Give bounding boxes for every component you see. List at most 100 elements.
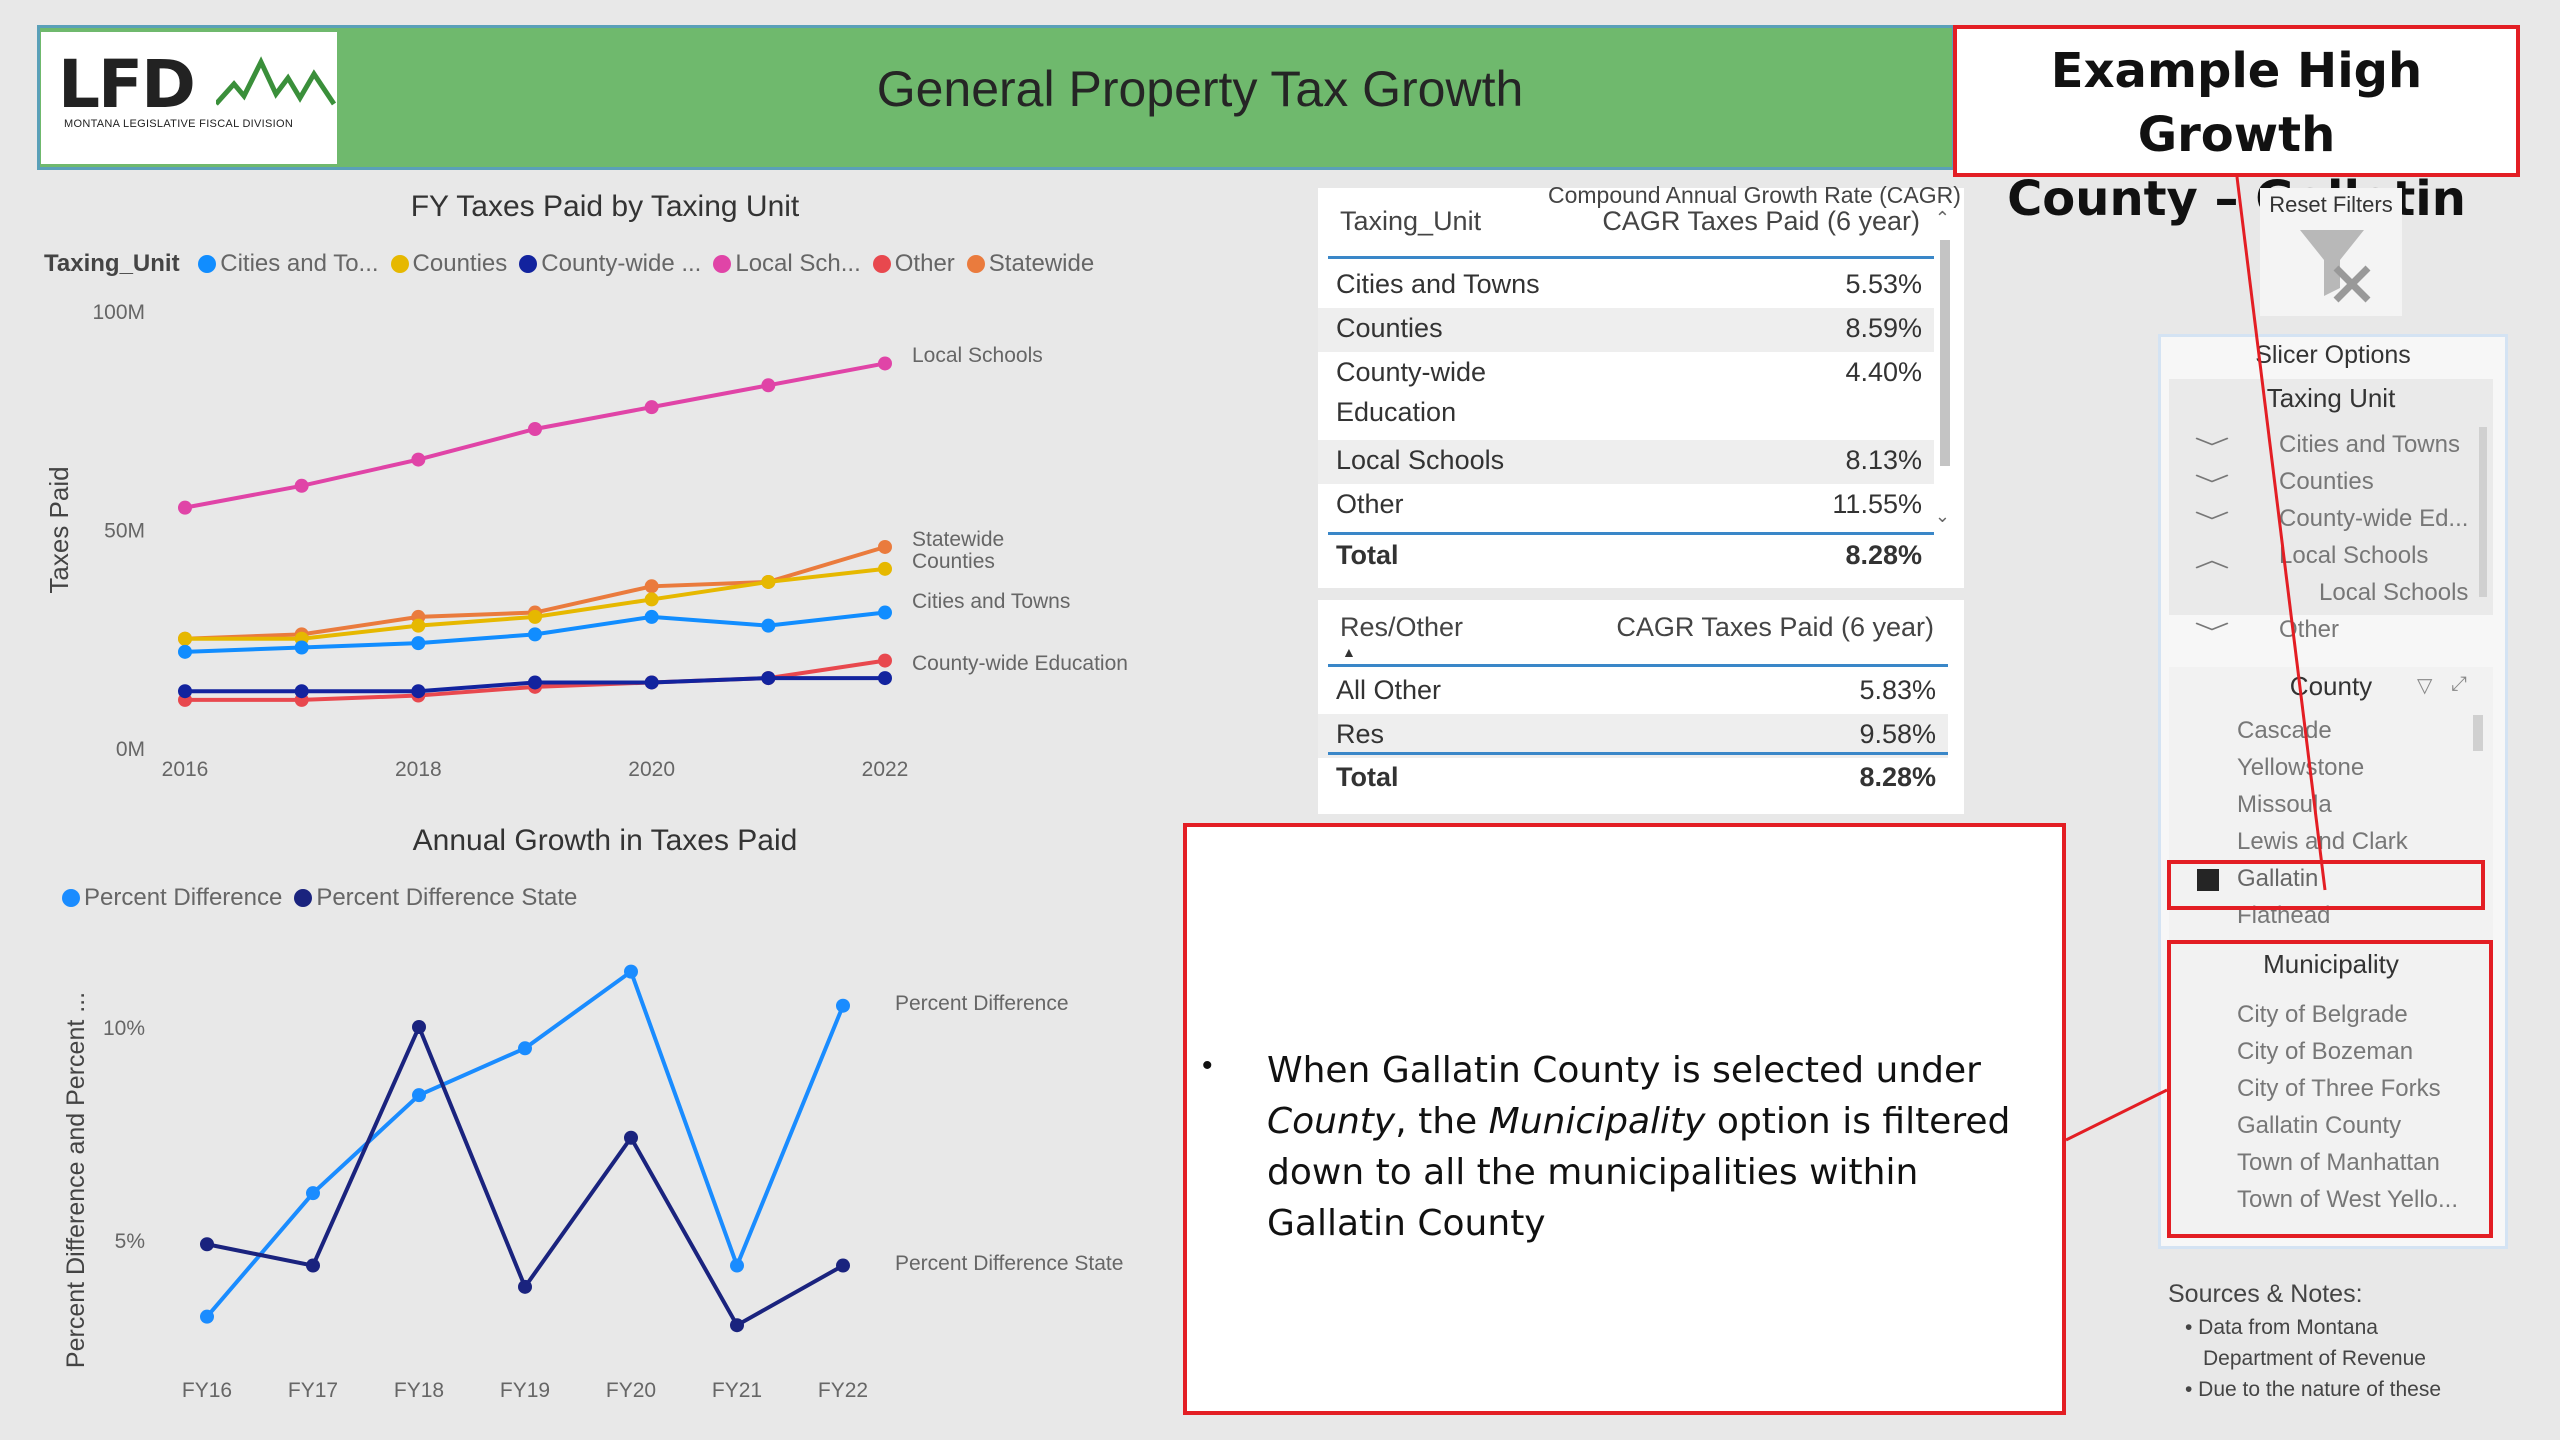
cagr-row-value: 8.59% (1845, 313, 1922, 343)
expand-icon[interactable]: ⤢ (2451, 673, 2467, 695)
chart1-data-point[interactable] (411, 618, 426, 633)
municipality-item[interactable]: Town of West Yello... (2237, 1186, 2459, 1213)
chart2-data-point[interactable] (412, 1020, 426, 1034)
cagr-row[interactable]: County-wide Education 4.40% (1318, 352, 1934, 440)
chart1-data-point[interactable] (411, 452, 426, 467)
chart1-data-point[interactable] (644, 592, 659, 607)
selected-checkbox[interactable] (2197, 869, 2219, 891)
res-row[interactable]: All Other 5.83% (1318, 670, 1948, 714)
chart2-data-point[interactable] (518, 1279, 532, 1294)
cagr-row[interactable]: Cities and Towns 5.53% (1318, 264, 1934, 308)
cagr-scrollbar[interactable] (1940, 240, 1950, 466)
taxing-unit-item[interactable]: Cities and Towns (2279, 431, 2460, 458)
cagr-row[interactable]: Local Schools 8.13% (1318, 440, 1934, 484)
legend-item[interactable]: Statewide (988, 250, 1095, 277)
chart1-data-point[interactable] (878, 671, 892, 686)
chart1-data-point[interactable] (761, 574, 776, 589)
chart1-data-point[interactable] (878, 356, 892, 371)
cagr-col1-header[interactable]: Taxing_Unit (1340, 206, 1482, 236)
res-col1-header[interactable]: Res/Other (1340, 612, 1464, 642)
cagr-row[interactable]: Counties 8.59% (1318, 308, 1934, 352)
chart1-data-point[interactable] (644, 400, 659, 415)
chart1-data-point[interactable] (528, 675, 542, 690)
scroll-up-icon[interactable]: ⌃ (1934, 208, 1950, 228)
legend-item[interactable]: Percent Difference (84, 884, 283, 911)
county-item[interactable]: Yellowstone (2237, 754, 2365, 781)
chart2-data-point[interactable] (200, 1237, 214, 1252)
filter-icon[interactable]: ▽ (2417, 675, 2433, 697)
chart1-data-point[interactable] (294, 640, 309, 655)
chart2-data-point[interactable] (624, 1130, 638, 1145)
municipality-item[interactable]: Gallatin County (2237, 1112, 2402, 1139)
chart2-data-point[interactable] (836, 998, 850, 1013)
expand-chevron-icon[interactable]: ﹀ (2194, 621, 2230, 646)
county-scrollbar[interactable] (2473, 715, 2483, 751)
chart1-data-point[interactable] (411, 684, 426, 699)
res-col2-header[interactable]: CAGR Taxes Paid (6 year) (1616, 612, 1934, 642)
cagr-header-divider (1328, 256, 1934, 259)
chart2-data-point[interactable] (200, 1309, 214, 1324)
chart1-data-point[interactable] (294, 684, 309, 699)
collapse-chevron-icon[interactable]: ︿ (2194, 547, 2230, 572)
reset-filters-button[interactable]: Reset Filters (2260, 188, 2402, 316)
chart1-data-point[interactable] (761, 618, 776, 633)
cagr-row[interactable]: Other 11.55% (1318, 484, 1934, 528)
chart1-data-point[interactable] (411, 636, 426, 651)
chart2-data-point[interactable] (518, 1041, 532, 1056)
expand-chevron-icon[interactable]: ﹀ (2194, 510, 2230, 535)
county-item[interactable]: Gallatin (2237, 865, 2319, 892)
res-total-divider (1328, 752, 1948, 755)
legend-item[interactable]: Counties (412, 250, 508, 277)
legend-item[interactable]: Cities and To... (220, 250, 379, 277)
taxing-unit-scrollbar[interactable] (2479, 427, 2487, 597)
chart1-data-point[interactable] (178, 684, 192, 699)
municipality-item[interactable]: City of Bozeman (2237, 1038, 2414, 1065)
cagr-col2-header[interactable]: CAGR Taxes Paid (6 year) (1602, 206, 1920, 236)
chart1-data-point[interactable] (178, 631, 192, 646)
chart1-data-point[interactable] (878, 605, 892, 620)
chart2-data-point[interactable] (836, 1258, 850, 1273)
chart1-data-point[interactable] (761, 378, 776, 393)
chart1-data-point[interactable] (878, 539, 892, 554)
chart1-data-point[interactable] (528, 421, 542, 436)
chart1-data-point[interactable] (528, 609, 542, 624)
chart2-data-point[interactable] (306, 1186, 320, 1201)
legend-item[interactable]: County-wide ... (541, 250, 702, 277)
chart2-data-point[interactable] (306, 1258, 320, 1273)
taxing-unit-item[interactable]: Other (2279, 616, 2340, 643)
chart2-data-point[interactable] (624, 964, 638, 979)
municipality-header: Municipality (2263, 949, 2399, 979)
expand-chevron-icon[interactable]: ﹀ (2194, 436, 2230, 461)
taxing-unit-item[interactable]: Counties (2279, 468, 2374, 495)
chart1-data-point[interactable] (761, 671, 776, 686)
legend-item[interactable]: Other (894, 250, 955, 277)
legend-item[interactable]: Percent Difference State (316, 884, 578, 911)
county-item[interactable]: Cascade (2237, 717, 2332, 744)
municipality-item[interactable]: Town of Manhattan (2237, 1149, 2440, 1176)
municipality-item[interactable]: City of Three Forks (2237, 1075, 2441, 1102)
chart2-data-point[interactable] (730, 1258, 744, 1273)
chart1-data-point[interactable] (294, 478, 309, 493)
scroll-down-icon[interactable]: ⌄ (1934, 506, 1950, 526)
chart1-data-point[interactable] (878, 561, 892, 576)
chart1-data-point[interactable] (878, 653, 892, 668)
chart2-data-point[interactable] (412, 1088, 426, 1103)
res-row[interactable]: Res 9.58% (1318, 714, 1948, 758)
taxing-unit-item[interactable]: Local Schools (2319, 579, 2469, 606)
chart1-data-point[interactable] (178, 500, 192, 515)
chart1-data-point[interactable] (644, 675, 659, 690)
cagr-row-label-2: Education (1336, 397, 1457, 427)
municipality-item[interactable]: City of Belgrade (2237, 1001, 2408, 1028)
sources-line-1: • Data from Montana (2185, 1316, 2378, 1339)
sort-asc-icon[interactable]: ▲ (1342, 644, 1356, 660)
chart1-data-point[interactable] (528, 627, 542, 642)
chart2-data-point[interactable] (730, 1318, 744, 1333)
chart1-data-point[interactable] (644, 579, 659, 594)
county-item[interactable]: Lewis and Clark (2237, 828, 2408, 855)
taxing-unit-item[interactable]: County-wide Ed... (2279, 505, 2469, 532)
chart1-data-point[interactable] (644, 609, 659, 624)
taxing-unit-item[interactable]: Local Schools (2279, 542, 2429, 569)
legend-item[interactable]: Local Sch... (735, 250, 861, 277)
expand-chevron-icon[interactable]: ﹀ (2194, 473, 2230, 498)
chart1-data-point[interactable] (178, 644, 192, 659)
